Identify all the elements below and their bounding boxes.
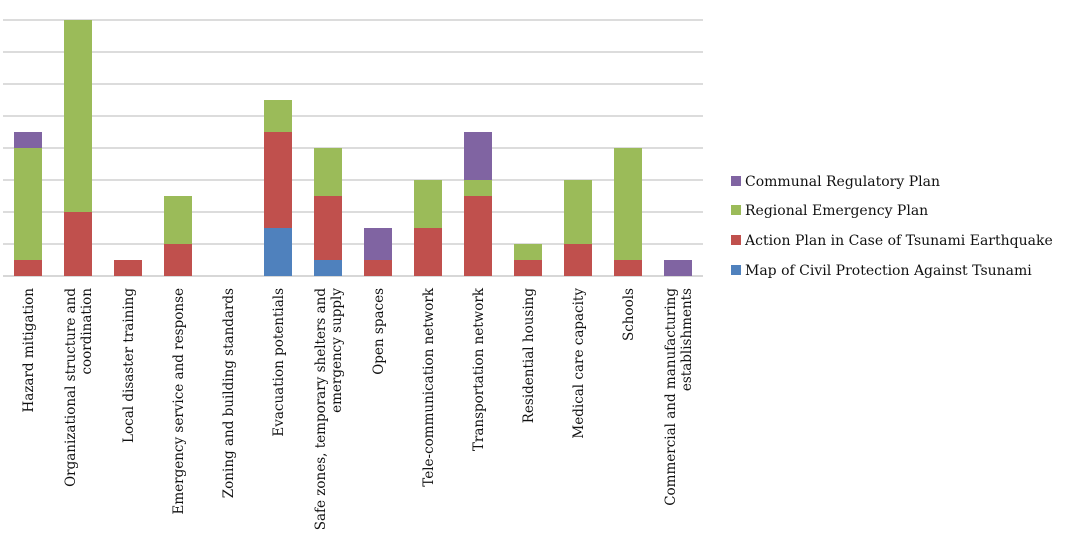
x-tick-label: Transportation network <box>471 287 487 451</box>
bar-segment-series-2-cat-3 <box>164 196 192 244</box>
legend-swatch <box>731 235 741 245</box>
x-tick-label: Tele-communication network <box>421 287 437 487</box>
legend-label: Communal Regulatory Plan <box>745 174 940 190</box>
bars <box>14 20 692 276</box>
x-tick-label: Safe zones, temporary shelters and <box>313 288 329 531</box>
bar-segment-series-2-cat-12 <box>614 148 642 260</box>
gridlines <box>3 19 703 277</box>
bar-segment-series-0-cat-6 <box>314 260 342 276</box>
bar-segment-series-1-cat-1 <box>64 212 92 276</box>
bar-segment-series-1-cat-12 <box>614 260 642 276</box>
x-tick-labels: Hazard mitigation Organizational structur… <box>21 287 695 530</box>
bar-segment-series-1-cat-5 <box>264 132 292 228</box>
x-tick-label: Emergency service and response <box>171 288 187 515</box>
x-tick-label: Medical care capacity <box>571 288 587 439</box>
bar-segment-series-2-cat-11 <box>564 180 592 244</box>
bar-segment-series-3-cat-9 <box>464 132 492 180</box>
bar-segment-series-3-cat-13 <box>664 260 692 276</box>
legend-swatch <box>731 205 741 215</box>
bar-segment-series-1-cat-8 <box>414 228 442 276</box>
legend-swatch <box>731 176 741 186</box>
x-tick-label: Residential housing <box>521 288 537 424</box>
bar-segment-series-2-cat-0 <box>14 148 42 260</box>
bar-segment-series-3-cat-0 <box>14 132 42 148</box>
bar-segment-series-1-cat-9 <box>464 196 492 276</box>
bar-segment-series-2-cat-10 <box>514 244 542 260</box>
bar-segment-series-1-cat-11 <box>564 244 592 276</box>
x-tick-label: coordination <box>79 288 95 375</box>
bar-segment-series-2-cat-1 <box>64 20 92 212</box>
x-tick-label: Commercial and manufacturing <box>663 288 679 506</box>
x-tick-label: emergency supply <box>329 288 345 413</box>
x-tick-label: Zoning and building standards <box>221 288 237 498</box>
bar-segment-series-1-cat-2 <box>114 260 142 276</box>
x-tick-label: Local disaster training <box>121 288 137 443</box>
bar-segment-series-1-cat-6 <box>314 196 342 260</box>
x-tick-label: establishments <box>679 288 695 391</box>
bar-segment-series-2-cat-5 <box>264 100 292 132</box>
legend-label: Regional Emergency Plan <box>745 203 928 219</box>
legend-label: Map of Civil Protection Against Tsunami <box>745 263 1032 279</box>
legend-swatch <box>731 265 741 275</box>
x-tick-label: Evacuation potentials <box>271 288 287 437</box>
bar-segment-series-1-cat-3 <box>164 244 192 276</box>
bar-segment-series-1-cat-0 <box>14 260 42 276</box>
x-tick-label: Open spaces <box>371 288 387 375</box>
bar-segment-series-3-cat-7 <box>364 228 392 260</box>
bar-segment-series-1-cat-10 <box>514 260 542 276</box>
legend-label: Action Plan in Case of Tsunami Earthquak… <box>744 233 1053 249</box>
legend: Communal Regulatory Plan Regional Emergen… <box>731 174 1053 279</box>
x-tick-label: Schools <box>621 288 637 341</box>
bar-segment-series-2-cat-8 <box>414 180 442 228</box>
x-tick-label: Organizational structure and <box>63 288 79 487</box>
bar-segment-series-2-cat-6 <box>314 148 342 196</box>
bar-segment-series-0-cat-5 <box>264 228 292 276</box>
bar-segment-series-2-cat-9 <box>464 180 492 196</box>
bar-segment-series-1-cat-7 <box>364 260 392 276</box>
x-tick-label: Hazard mitigation <box>21 288 37 413</box>
